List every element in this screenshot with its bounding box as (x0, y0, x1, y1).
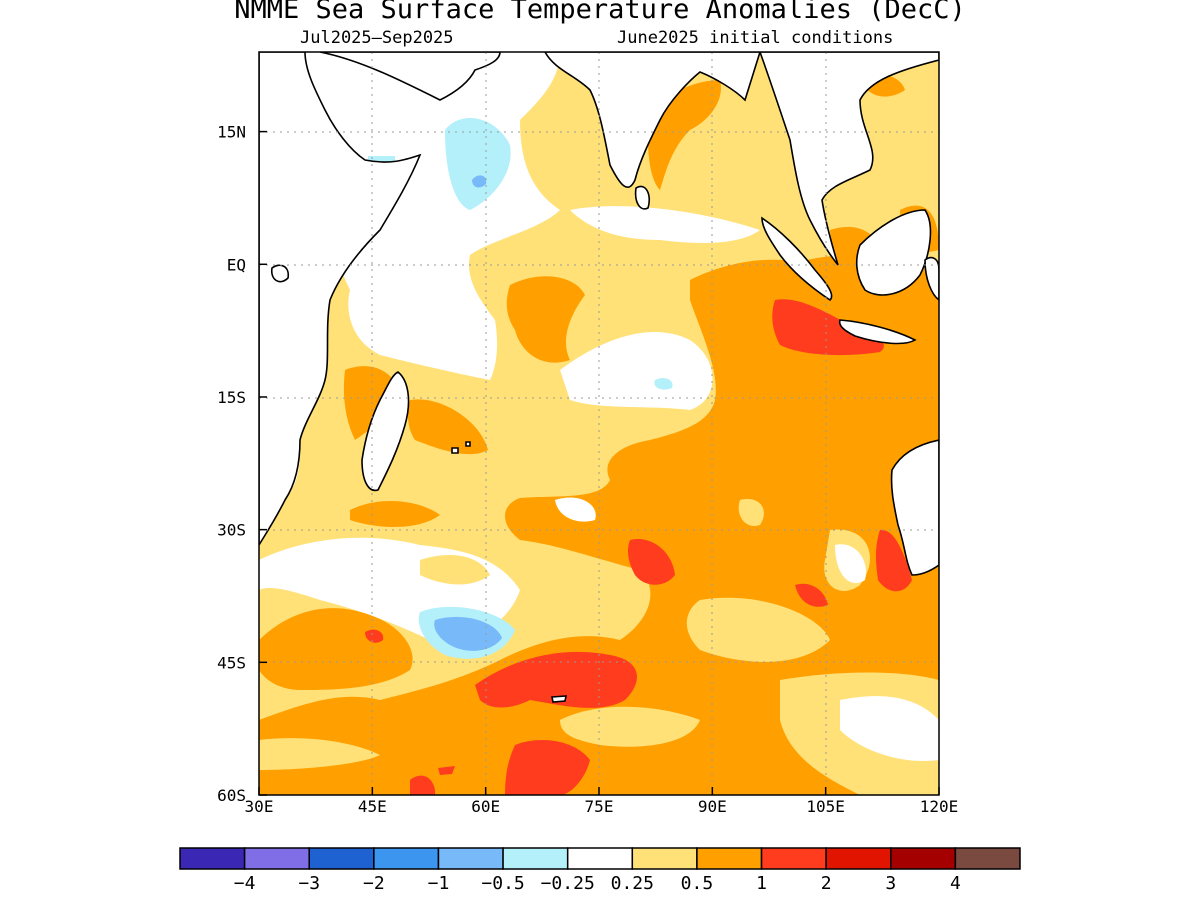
anomaly-region-0.5-1 (407, 399, 488, 455)
colorbar-label: −0.25 (541, 873, 595, 894)
colorbar-swatch (373, 847, 440, 870)
colorbar-swatch (631, 847, 698, 870)
anomaly-region-1-2 (875, 529, 912, 592)
socotra-island (270, 264, 290, 283)
anomaly-region-0.25-0.5 (420, 555, 490, 585)
anomaly-region-neg-0.5 (472, 175, 487, 188)
anomaly-region-1-2 (475, 651, 637, 708)
colorbar-swatch (566, 847, 634, 870)
colorbar-label: 1 (756, 873, 767, 894)
anomaly-region-neutral (555, 497, 596, 522)
anomaly-region-neg-0.25 (445, 118, 511, 210)
colorbar-swatch (954, 847, 1021, 870)
colorbar-label: −0.5 (481, 873, 524, 894)
lon-tick-label: 30E (245, 797, 274, 816)
anomaly-region-0.25-0.5 (259, 738, 380, 770)
colorbar-swatch (308, 847, 375, 870)
colorbar-swatch (760, 847, 827, 870)
lat-tick-label: 30S (217, 521, 246, 540)
lon-tick-label: 60E (471, 797, 500, 816)
anomaly-region-1-2 (795, 583, 828, 607)
kerguelen-island (551, 695, 567, 703)
anomaly-region-1-2 (365, 629, 384, 643)
colorbar-swatch (502, 847, 569, 870)
colorbar-label: 0.25 (611, 873, 654, 894)
mauritius-island (451, 447, 459, 454)
colorbar-label: 3 (885, 873, 896, 894)
anomaly-region-0.25-0.5 (686, 597, 830, 662)
anomaly-region-1-2 (505, 740, 590, 795)
africa-landmass (259, 52, 422, 547)
colorbar-swatch (890, 847, 957, 870)
lat-tick-label: 15S (217, 388, 246, 407)
map-title: NMME Sea Surface Temperature Anomalies (… (234, 0, 966, 25)
lon-tick-label: 105E (806, 797, 845, 816)
anomaly-region-neg-0.5 (434, 616, 502, 651)
map-gridlines (259, 52, 939, 795)
anomaly-region-neutral (570, 206, 760, 243)
anomaly-region-neg-0.25 (654, 377, 673, 390)
anomaly-region-0.25-0.5 (560, 706, 700, 747)
australia-landmass (890, 439, 939, 576)
forecast-period: Jul2025—Sep2025 (300, 28, 454, 48)
longitude-axis: 30E 45E 60E 75E 90E 105E 120E (245, 787, 959, 816)
colorbar-swatch (825, 847, 892, 870)
latitude-axis: 15N EQ 15S 30S 45S 60S (217, 123, 267, 805)
colorbar-label: −3 (298, 873, 320, 894)
colorbar-label: −2 (363, 873, 385, 894)
lat-tick-label: 15N (217, 123, 246, 142)
sri-lanka-landmass (634, 185, 651, 210)
arabia-landmass (319, 52, 501, 101)
colorbar-label: 4 (950, 873, 961, 894)
lon-tick-label: 75E (585, 797, 614, 816)
indochina-landmass (759, 52, 939, 266)
colorbar-swatch (437, 847, 504, 870)
anomaly-region-1-2 (627, 539, 675, 585)
sulawesi-landmass (924, 256, 939, 301)
anomaly-region-0.5-1 (259, 608, 413, 690)
anomaly-region-neutral (560, 331, 713, 410)
colorbar-swatch (696, 847, 763, 870)
initial-conditions: June2025 initial conditions (617, 28, 894, 48)
coastlines (259, 52, 939, 703)
lat-tick-label: 45S (217, 653, 246, 672)
anomaly-region-0.25-0.5 (738, 499, 764, 526)
anomaly-region-1-2 (438, 766, 455, 775)
anomaly-region-neutral (840, 696, 939, 761)
colorbar-label: −4 (234, 873, 256, 894)
anomaly-region-0.5-1 (506, 276, 585, 363)
reunion-island (465, 441, 471, 447)
anomaly-region-neutral (835, 544, 866, 584)
java-landmass (838, 319, 917, 345)
colorbar-swatch (179, 847, 246, 870)
sumatra-landmass (761, 216, 833, 302)
borneo-landmass (855, 209, 932, 296)
anomaly-region-neg-0.25 (368, 156, 395, 162)
lat-tick-label: 60S (217, 786, 246, 805)
colorbar-label: −1 (428, 873, 450, 894)
lat-tick-label: EQ (227, 255, 246, 274)
anomaly-region-1-2 (410, 775, 435, 795)
anomaly-region-1-2 (772, 299, 884, 356)
colorbar-label: 2 (821, 873, 832, 894)
lon-tick-label: 90E (698, 797, 727, 816)
colorbar: −4 −3 −2 −1 −0.5 −0.25 0.25 0.5 1 2 3 4 (179, 847, 1021, 894)
colorbar-label: 0.5 (681, 873, 714, 894)
lon-tick-label: 45E (358, 797, 387, 816)
india-landmass (544, 52, 761, 188)
madagascar-landmass (361, 371, 410, 492)
colorbar-swatch (243, 847, 310, 870)
lon-tick-label: 120E (920, 797, 959, 816)
